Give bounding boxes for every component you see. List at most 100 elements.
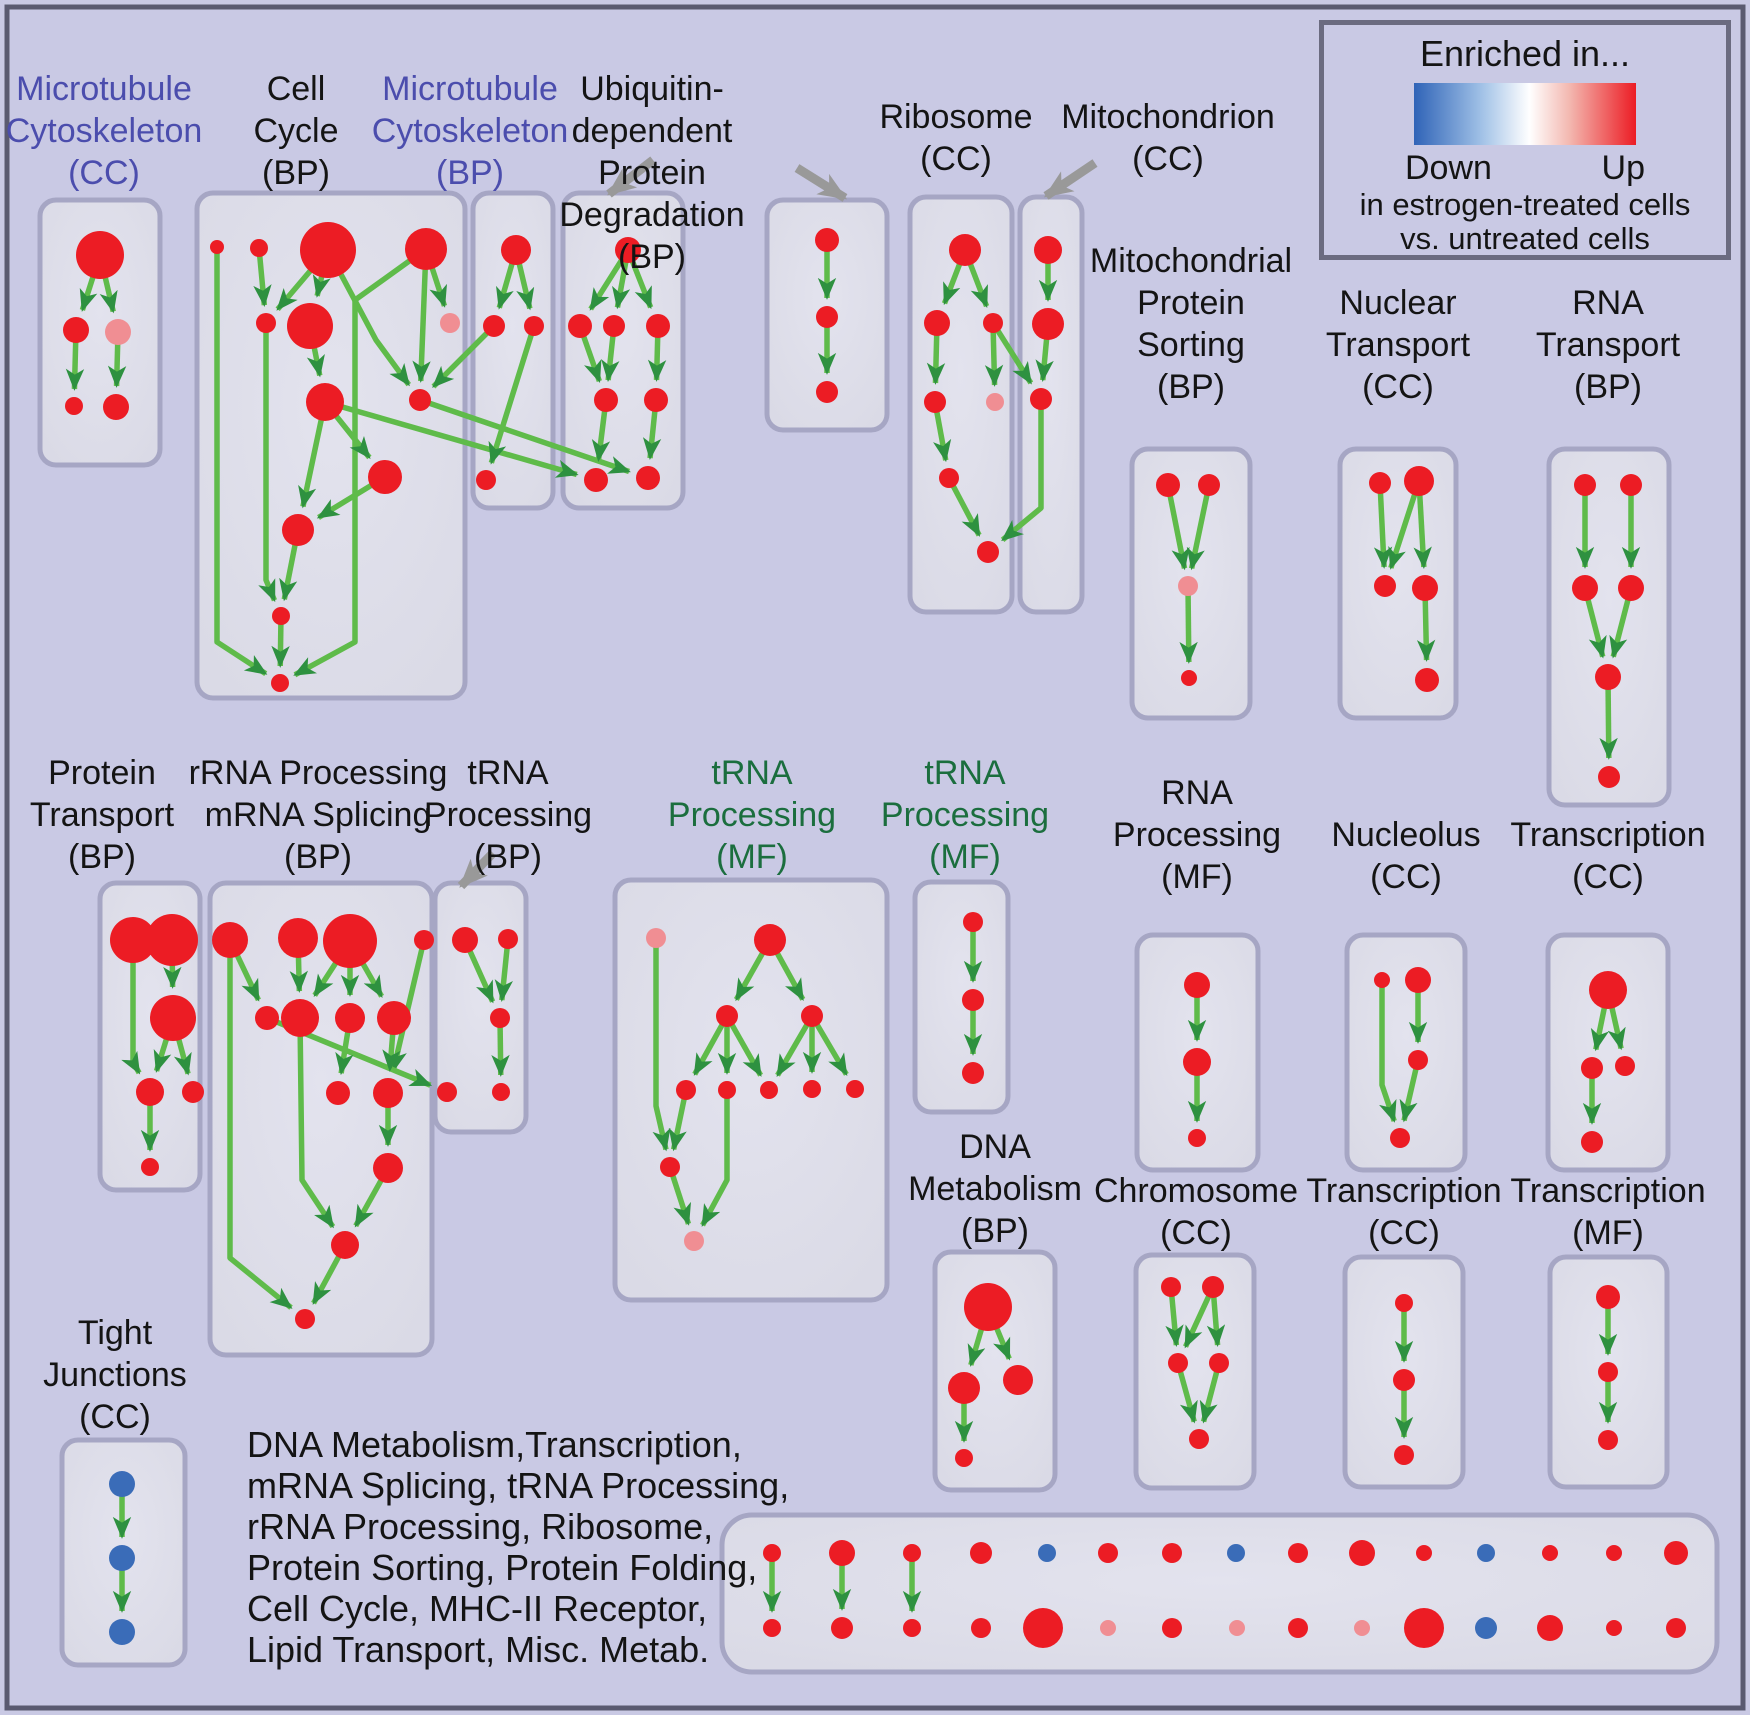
cluster-label-line: (BP) bbox=[284, 838, 352, 876]
cluster-label-line: Nucleolus bbox=[1331, 816, 1481, 854]
node-miscellaneous-clusters-1 bbox=[829, 1540, 855, 1566]
cluster-box-miscellaneous-clusters bbox=[719, 1512, 1720, 1675]
cluster-box-chromosome-cc bbox=[1133, 1252, 1257, 1491]
node-ubiquitin-degradation-target-2-2 bbox=[816, 381, 838, 403]
node-miscellaneous-clusters-12 bbox=[1542, 1545, 1558, 1561]
cluster-label-mitochondrial-protein-sorting-bp: Mitochondrial Protein Sorting (BP) bbox=[961, 240, 1421, 408]
misc-line: Lipid Transport, Misc. Metab. bbox=[247, 1629, 710, 1670]
label-pointer-arrow-0 bbox=[606, 156, 656, 198]
cluster-label-line: Cytoskeleton bbox=[371, 112, 569, 150]
node-microtubule-cytoskeleton-bp-3 bbox=[476, 470, 496, 490]
cluster-label-line: tRNA bbox=[467, 754, 549, 792]
node-miscellaneous-clusters-8 bbox=[1288, 1543, 1308, 1563]
cluster-label-line: Processing bbox=[1112, 816, 1282, 854]
node-ubiquitin-dependent-protein-degradation-bp-4 bbox=[594, 388, 618, 412]
node-cell-cycle-bp-7 bbox=[306, 383, 344, 421]
legend-title: Enriched in... bbox=[1419, 33, 1631, 74]
node-nucleolus-cc-1 bbox=[1405, 967, 1431, 993]
cluster-box-nucleolus-cc bbox=[1344, 932, 1468, 1173]
legend-box: Enriched in... Down Up in estrogen-treat… bbox=[1319, 20, 1731, 260]
edge-rnat.4-to-rnat.5 bbox=[1599, 676, 1618, 760]
edge-chrom.2-to-chrom.4 bbox=[1175, 1362, 1198, 1424]
cluster-label-line: (CC) bbox=[1160, 1214, 1232, 1252]
legend-endpoints: Down Up bbox=[1405, 149, 1645, 188]
node-ubiquitin-dependent-protein-degradation-bp-3 bbox=[646, 314, 670, 338]
node-ubiquitin-dependent-protein-degradation-bp-7 bbox=[636, 466, 660, 490]
node-mitochondrial-protein-sorting-bp-3 bbox=[1181, 670, 1197, 686]
cluster-box-trna-processing-mf-2 bbox=[912, 879, 1011, 1115]
node-trna-processing-mf-1-8 bbox=[846, 1080, 864, 1098]
edge-cc.3-to-cc.8 bbox=[412, 248, 431, 383]
node-rrna-processing-mrna-splicing-bp-3 bbox=[414, 930, 434, 950]
node-rna-transport-bp-0 bbox=[1574, 474, 1596, 496]
node-trna-processing-mf-2-2 bbox=[962, 1062, 984, 1084]
cluster-label-line: (MF) bbox=[716, 838, 788, 876]
node-trna-processing-bp-1 bbox=[498, 929, 518, 949]
node-nuclear-transport-cc-1 bbox=[1404, 466, 1434, 496]
node-protein-transport-bp-5 bbox=[141, 1158, 159, 1176]
node-cell-cycle-bp-1 bbox=[250, 239, 268, 257]
cluster-label-line: Chromosome bbox=[1093, 1172, 1299, 1210]
node-cell-cycle-bp-5 bbox=[287, 303, 333, 349]
cluster-label-line: Transcription bbox=[1510, 1172, 1706, 1210]
cluster-label-line: RNA bbox=[1572, 284, 1644, 322]
cluster-label-line: Mitochondrial bbox=[1089, 242, 1293, 280]
node-miscellaneous-clusters-13 bbox=[1606, 1545, 1622, 1561]
node-miscellaneous-clusters-4 bbox=[1038, 1544, 1056, 1562]
cluster-label-line: DNA bbox=[959, 1128, 1031, 1166]
edge-cc.3-to-cc.12 bbox=[293, 246, 428, 678]
cluster-label-trna-processing-mf-1: tRNA Processing (MF) bbox=[522, 752, 982, 878]
node-mitochondrion-cc-1 bbox=[1032, 308, 1064, 340]
node-rna-processing-mf-2 bbox=[1188, 1129, 1206, 1147]
cluster-label-line: Transcription bbox=[1510, 816, 1706, 854]
cluster-box-rna-transport-bp bbox=[1546, 446, 1672, 808]
node-tight-junctions-cc-2 bbox=[109, 1619, 135, 1645]
node-nuclear-transport-cc-0 bbox=[1369, 472, 1391, 494]
cluster-label-line: (MF) bbox=[1161, 858, 1233, 896]
node-trna-processing-mf-1-10 bbox=[684, 1231, 704, 1251]
node-transcription-cc-middle-3 bbox=[1581, 1131, 1603, 1153]
node-microtubule-cytoskeleton-bp-2 bbox=[524, 316, 544, 336]
figure-border bbox=[4, 4, 1746, 1711]
legend-up-label: Up bbox=[1601, 149, 1645, 187]
node-rrna-processing-mrna-splicing-bp-4 bbox=[255, 1006, 279, 1030]
node-miscellaneous-clusters-16 bbox=[831, 1617, 853, 1639]
node-rna-transport-bp-4 bbox=[1595, 664, 1621, 690]
node-ubiquitin-degradation-target-2-1 bbox=[816, 306, 838, 328]
cluster-label-line: Ubiquitin- bbox=[580, 70, 724, 108]
node-miscellaneous-clusters-7 bbox=[1227, 1544, 1245, 1562]
node-protein-transport-bp-2 bbox=[150, 995, 196, 1041]
node-transcription-cc-middle-2 bbox=[1615, 1056, 1635, 1076]
cluster-label-line: (BP) bbox=[68, 838, 136, 876]
edge-nucl.2-to-nucl.3 bbox=[1399, 1059, 1421, 1123]
node-trna-processing-mf-1-2 bbox=[716, 1005, 738, 1027]
node-rrna-processing-mrna-splicing-bp-10 bbox=[373, 1153, 403, 1183]
edge-trmf1.3-to-trmf1.8 bbox=[809, 1014, 849, 1077]
cluster-label-line: Cell bbox=[266, 70, 326, 108]
node-miscellaneous-clusters-20 bbox=[1100, 1620, 1116, 1636]
edge-cc.0-to-cc.12 bbox=[214, 247, 268, 677]
cluster-label-line: Degradation bbox=[559, 196, 745, 234]
cluster-label-line: tRNA bbox=[924, 754, 1006, 792]
cluster-label-line: (BP) bbox=[618, 238, 686, 276]
node-chromosome-cc-4 bbox=[1189, 1429, 1209, 1449]
node-miscellaneous-clusters-10 bbox=[1416, 1545, 1432, 1561]
edge-mcb.2-to-mcb.3 bbox=[488, 325, 537, 465]
cluster-label-chromosome-cc: Chromosome (CC) bbox=[966, 1170, 1426, 1254]
label-pointer-arrow-2 bbox=[1043, 159, 1098, 200]
node-trna-processing-mf-1-3 bbox=[801, 1005, 823, 1027]
edge-nt.1-to-nt.2 bbox=[1388, 480, 1422, 570]
node-rna-processing-mf-1 bbox=[1183, 1048, 1211, 1076]
node-miscellaneous-clusters-14 bbox=[1664, 1541, 1688, 1565]
cluster-label-line: (BP) bbox=[262, 154, 330, 192]
misc-line: DNA Metabolism,Transcription, bbox=[247, 1424, 742, 1465]
node-miscellaneous-clusters-27 bbox=[1537, 1615, 1563, 1641]
edge-rrna.0-to-rrna.12 bbox=[227, 940, 293, 1310]
edge-trmf1.4-to-trmf1.9 bbox=[668, 1089, 689, 1152]
cluster-box-trna-processing-mf-1 bbox=[612, 877, 890, 1303]
cluster-label-dna-metabolism-bp: DNA Metabolism (BP) bbox=[765, 1126, 1225, 1252]
node-rrna-processing-mrna-splicing-bp-6 bbox=[335, 1003, 365, 1033]
cluster-label-line: rRNA Processing bbox=[188, 754, 448, 792]
cluster-label-line: Nuclear bbox=[1339, 284, 1457, 322]
